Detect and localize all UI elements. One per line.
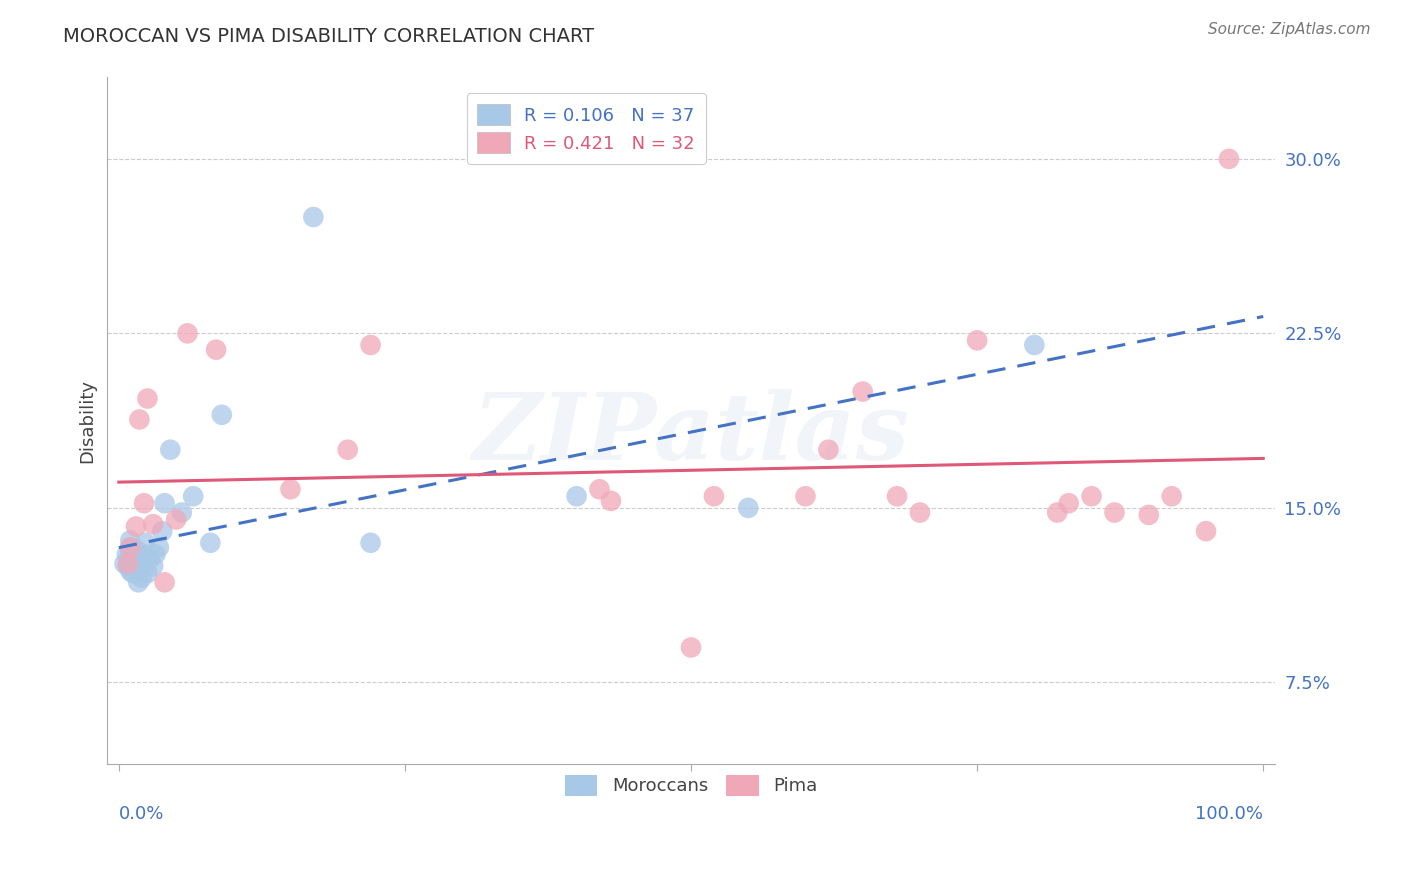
Point [120,541,142,555]
Point [280,483,302,497]
Point [1218,152,1240,166]
Point [142,517,165,532]
Point [117,559,139,574]
Point [794,489,817,503]
Point [136,566,159,580]
Point [128,559,150,574]
Point [145,548,167,562]
Point [565,489,588,503]
Point [117,557,139,571]
Text: Source: ZipAtlas.com: Source: ZipAtlas.com [1208,22,1371,37]
Legend: Moroccans, Pima: Moroccans, Pima [558,767,824,803]
Point [120,533,142,548]
Point [1024,338,1046,352]
Point [134,535,156,549]
Point [121,566,143,580]
Point [120,545,142,559]
Point [1160,489,1182,503]
Point [181,489,204,503]
Point [600,494,623,508]
Point [205,343,228,357]
Point [336,442,359,457]
Point [165,512,187,526]
Point [703,489,725,503]
Text: 0.0%: 0.0% [120,805,165,823]
Point [132,548,155,562]
Point [908,506,931,520]
Point [1104,506,1126,520]
Point [115,548,138,562]
Point [148,541,170,555]
Y-axis label: Disability: Disability [79,378,96,463]
Point [176,326,198,341]
Point [153,575,176,590]
Point [120,564,142,578]
Point [125,542,148,557]
Point [118,552,141,566]
Point [170,506,193,520]
Point [588,483,610,497]
Point [1080,489,1102,503]
Point [114,557,136,571]
Point [302,210,325,224]
Point [817,442,839,457]
Point [966,334,988,348]
Point [132,496,155,510]
Point [127,575,149,590]
Point [360,535,382,549]
Point [128,412,150,426]
Point [200,535,222,549]
Point [125,561,148,575]
Point [737,500,759,515]
Point [360,338,382,352]
Text: ZIPatlas: ZIPatlas [472,389,910,479]
Point [120,554,142,568]
Point [1046,506,1069,520]
Text: 100.0%: 100.0% [1195,805,1263,823]
Point [211,408,233,422]
Point [1195,524,1218,538]
Point [852,384,875,399]
Text: MOROCCAN VS PIMA DISABILITY CORRELATION CHART: MOROCCAN VS PIMA DISABILITY CORRELATION … [63,27,595,45]
Point [125,519,148,533]
Point [125,552,148,566]
Point [131,571,153,585]
Point [136,392,159,406]
Point [1057,496,1080,510]
Point [122,559,145,574]
Point [138,552,160,566]
Point [142,559,165,574]
Point [159,442,181,457]
Point [886,489,908,503]
Point [120,541,142,555]
Point [131,554,153,568]
Point [153,496,176,510]
Point [679,640,702,655]
Point [1137,508,1160,522]
Point [150,524,173,538]
